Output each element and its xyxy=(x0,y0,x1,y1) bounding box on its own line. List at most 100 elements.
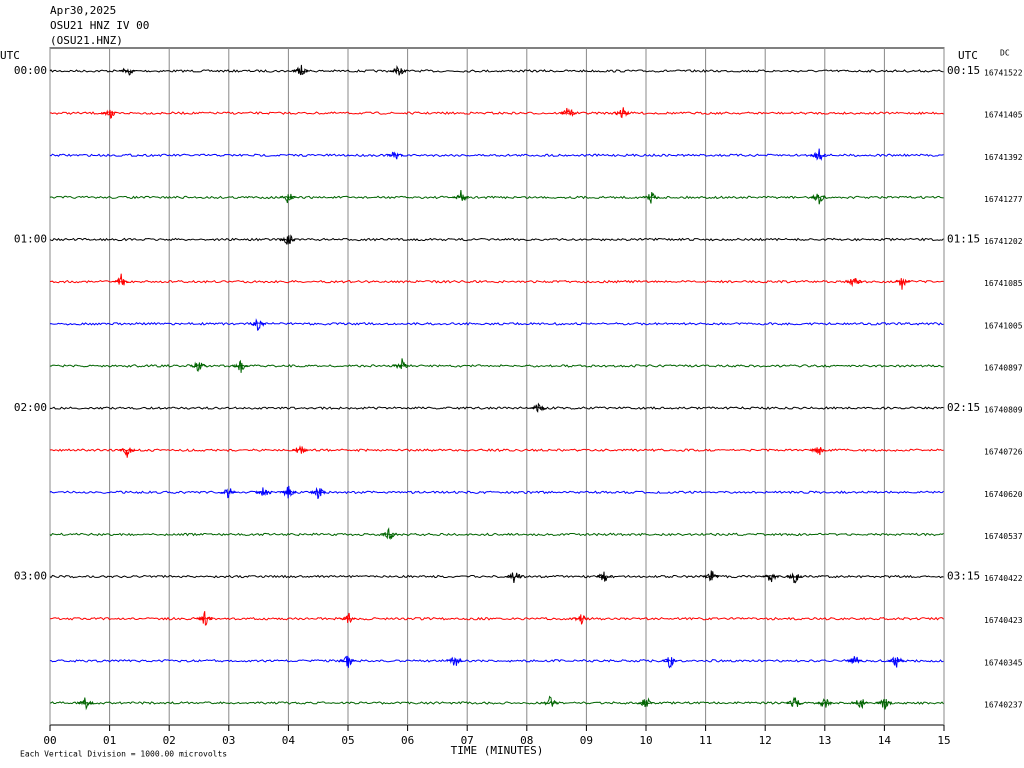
trace xyxy=(49,448,944,453)
x-tick-label: 05 xyxy=(341,734,354,747)
dc-value: 16740809 xyxy=(984,406,1023,415)
dc-value: 16740345 xyxy=(984,658,1023,667)
right-time-label: 02:15 xyxy=(947,401,980,414)
event-burst xyxy=(703,570,720,582)
event-burst xyxy=(381,527,398,540)
event-burst xyxy=(809,193,827,205)
trace xyxy=(49,69,944,73)
event-burst xyxy=(392,358,410,370)
event-burst xyxy=(887,656,905,668)
dc-value: 16740237 xyxy=(984,700,1023,709)
event-burst xyxy=(196,611,213,626)
trace xyxy=(49,364,944,368)
dc-value: 16741392 xyxy=(984,153,1023,162)
trace xyxy=(49,659,944,663)
event-burst xyxy=(452,190,469,201)
event-burst xyxy=(118,447,136,458)
event-burst xyxy=(390,64,407,76)
event-burst xyxy=(339,612,356,624)
event-burst xyxy=(232,359,249,373)
event-burst xyxy=(279,193,296,204)
x-tick-label: 03 xyxy=(222,734,235,747)
x-tick-label: 07 xyxy=(461,734,474,747)
event-burst xyxy=(810,447,827,456)
event-burst xyxy=(309,486,327,499)
x-tick-label: 01 xyxy=(103,734,116,747)
event-burst xyxy=(291,445,308,454)
x-tick-label: 04 xyxy=(282,734,296,747)
event-burst xyxy=(112,273,130,286)
event-burst xyxy=(279,234,297,246)
right-axis-label: UTC xyxy=(958,49,978,62)
event-burst xyxy=(613,107,630,119)
event-burst xyxy=(660,657,678,669)
dc-value: 16741277 xyxy=(984,195,1023,204)
left-time-label: 00:00 xyxy=(14,64,47,77)
x-tick-label: 09 xyxy=(580,734,593,747)
dc-value: 16741085 xyxy=(984,279,1023,288)
dc-value: 16741202 xyxy=(984,237,1023,246)
event-burst xyxy=(541,695,559,707)
event-burst xyxy=(786,696,803,707)
x-tick-label: 11 xyxy=(699,734,712,747)
dc-value: 16741405 xyxy=(984,111,1023,120)
x-tick-label: 10 xyxy=(639,734,652,747)
right-time-label: 03:15 xyxy=(947,570,980,583)
event-burst xyxy=(101,109,118,119)
x-tick-label: 13 xyxy=(818,734,831,747)
left-time-label: 01:00 xyxy=(14,233,47,246)
left-time-label: 03:00 xyxy=(14,570,47,583)
trace xyxy=(49,279,944,284)
event-burst xyxy=(595,571,612,582)
event-burst xyxy=(846,277,863,288)
event-burst xyxy=(446,656,463,666)
event-burst xyxy=(875,698,893,710)
x-tick-label: 14 xyxy=(878,734,892,747)
trace xyxy=(49,616,944,621)
event-burst xyxy=(643,192,660,204)
left-axis-label: UTC xyxy=(0,49,20,62)
footnote: Each Vertical Division = 1000.00 microvo… xyxy=(20,750,227,759)
dc-value: 16740620 xyxy=(984,490,1023,499)
dc-value: 16740897 xyxy=(984,363,1023,372)
event-burst xyxy=(506,572,523,583)
event-burst xyxy=(77,697,94,711)
trace xyxy=(49,111,944,116)
event-burst xyxy=(816,698,833,708)
event-burst xyxy=(220,488,237,499)
event-burst xyxy=(846,656,863,664)
event-burst xyxy=(256,487,273,496)
event-burst xyxy=(637,697,654,708)
trace xyxy=(49,153,944,158)
x-tick-label: 08 xyxy=(520,734,533,747)
dc-value: 16741522 xyxy=(984,69,1023,78)
left-time-label: 02:00 xyxy=(14,401,47,414)
event-burst xyxy=(571,614,588,625)
title-line: OSU21 HNZ IV 00 xyxy=(50,19,149,32)
dc-value: 16740726 xyxy=(984,448,1023,457)
trace xyxy=(49,406,944,410)
event-burst xyxy=(279,485,297,499)
dc-value: 16741005 xyxy=(984,321,1023,330)
event-burst xyxy=(339,655,356,668)
dc-value: 16740537 xyxy=(984,532,1023,541)
event-burst xyxy=(387,151,404,160)
event-burst xyxy=(559,107,577,117)
dc-label: DC xyxy=(1000,49,1010,58)
event-burst xyxy=(291,64,309,76)
event-burst xyxy=(786,572,803,584)
trace xyxy=(49,574,944,579)
event-burst xyxy=(530,402,547,413)
right-time-label: 00:15 xyxy=(947,64,980,77)
x-tick-label: 00 xyxy=(43,734,56,747)
trace xyxy=(49,237,944,242)
x-tick-label: 15 xyxy=(937,734,950,747)
event-burst xyxy=(762,573,780,583)
title-line: Apr30,2025 xyxy=(50,4,116,17)
event-burst xyxy=(118,67,136,76)
event-burst xyxy=(893,278,911,290)
trace xyxy=(49,490,944,495)
x-tick-label: 12 xyxy=(759,734,772,747)
dc-value: 16740423 xyxy=(984,616,1023,625)
